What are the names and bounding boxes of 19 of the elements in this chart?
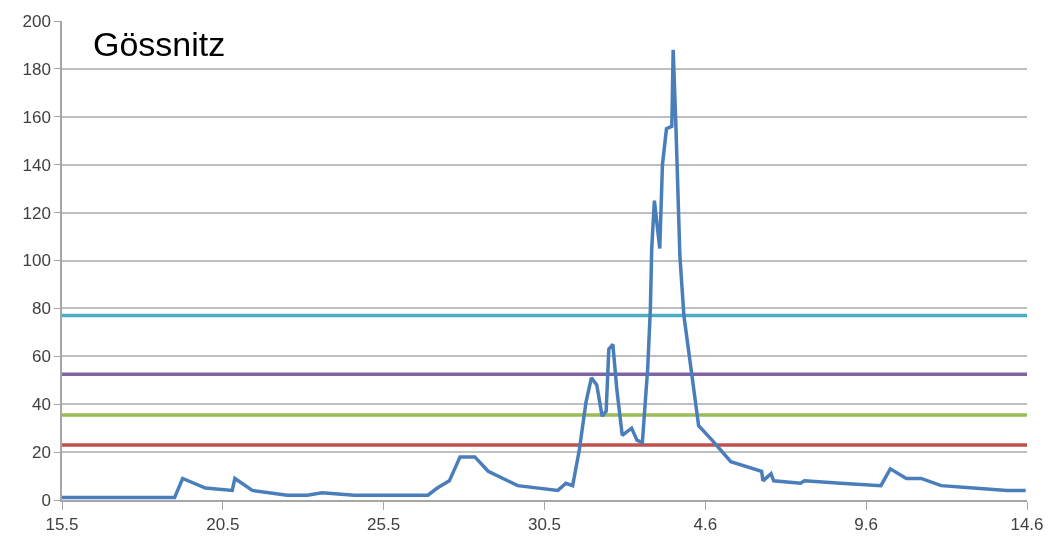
x-tick-label: 20.5 [206, 515, 240, 535]
y-tick-label: 180 [22, 59, 51, 79]
chart-title: Gössnitz [93, 25, 226, 63]
y-tick-label: 20 [31, 443, 51, 463]
y-tick-label: 60 [31, 347, 51, 367]
y-tick-label: 40 [31, 395, 51, 415]
y-tick-label: 0 [41, 490, 51, 510]
y-tick-label: 100 [22, 251, 51, 271]
x-tick-label: 25.5 [367, 515, 401, 535]
x-tick-label: 15.5 [45, 515, 79, 535]
x-tick-label: 30.5 [527, 515, 562, 535]
y-tick-label: 140 [22, 155, 51, 175]
x-tick-label: 4.6 [693, 515, 718, 535]
x-tick-label: 14.6 [1010, 515, 1044, 535]
y-tick-label: 80 [31, 299, 51, 319]
y-tick-label: 160 [22, 107, 51, 127]
y-tick-label: 200 [22, 11, 51, 31]
x-tick-label: 9.6 [854, 515, 878, 535]
y-tick-label: 120 [22, 203, 51, 223]
